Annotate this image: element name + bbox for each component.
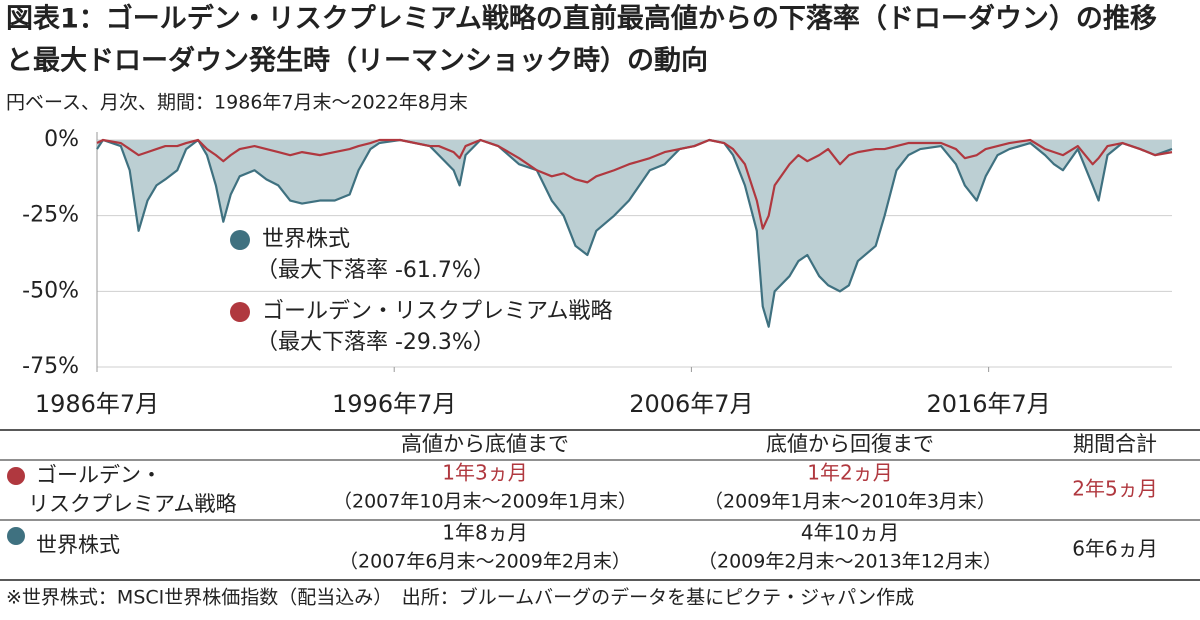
row-marker [7,467,25,485]
table-header: 底値から回復まで [766,432,934,456]
row-name: リスクプレミアム戦略 [28,492,237,516]
x-tick-label: 1986年7月 [35,390,159,418]
annotation: （最大下落率 -61.7%） [256,258,495,283]
table-cell: 1年3ヵ月 [442,461,527,485]
area [97,140,1172,327]
x-tick-label: 2006年7月 [629,390,753,418]
row-name: ゴールデン・ [36,463,162,487]
table-cell: 6年6ヵ月 [1072,537,1157,561]
table-cell: （2007年10月末～2009年1月末） [333,491,637,513]
y-tick-label: -25% [22,203,79,228]
row-name: 世界株式 [36,533,120,557]
x-tick-label: 1996年7月 [332,390,456,418]
legend-label: 世界株式 [262,227,350,252]
legend-marker [230,230,250,250]
line [96,138,1173,328]
table-cell: 1年2ヵ月 [807,461,892,485]
y-tick-label: -50% [22,278,79,303]
chart-title: 図表1：ゴールデン・リスクプレミアム戦略の直前最高値からの下落率（ドローダウン）… [6,3,1157,35]
table-cell: （2009年2月末～2013年12月末） [698,551,1002,573]
y-tick-label: 0% [44,127,79,152]
row-marker [7,527,25,545]
chart-title: と最大ドローダウン発生時（リーマンショック時）の動向 [6,45,708,77]
table-cell: 2年5ヵ月 [1072,477,1157,501]
annotation: （最大下落率 -29.3%） [256,330,495,355]
y-tick-label: -75% [22,354,79,379]
chart-subtitle: 円ベース、月次、期間：1986年7月末～2022年8月末 [6,92,468,114]
legend-marker [230,302,250,322]
footnote: ※世界株式：MSCI世界株価指数（配当込み） 出所：ブルームバーグのデータを基に… [6,586,914,609]
line [96,138,1173,230]
table-header: 高値から底値まで [401,432,569,456]
table-cell: （2007年6月末～2009年2月末） [339,551,631,573]
table-header: 期間合計 [1073,432,1157,456]
table-cell: 4年10ヵ月 [801,521,899,545]
table-cell: （2009年1月末～2010年3月末） [704,491,996,513]
legend-label: ゴールデン・リスクプレミアム戦略 [262,299,612,324]
table-cell: 1年8ヵ月 [442,521,527,545]
x-tick-label: 2016年7月 [926,390,1050,418]
